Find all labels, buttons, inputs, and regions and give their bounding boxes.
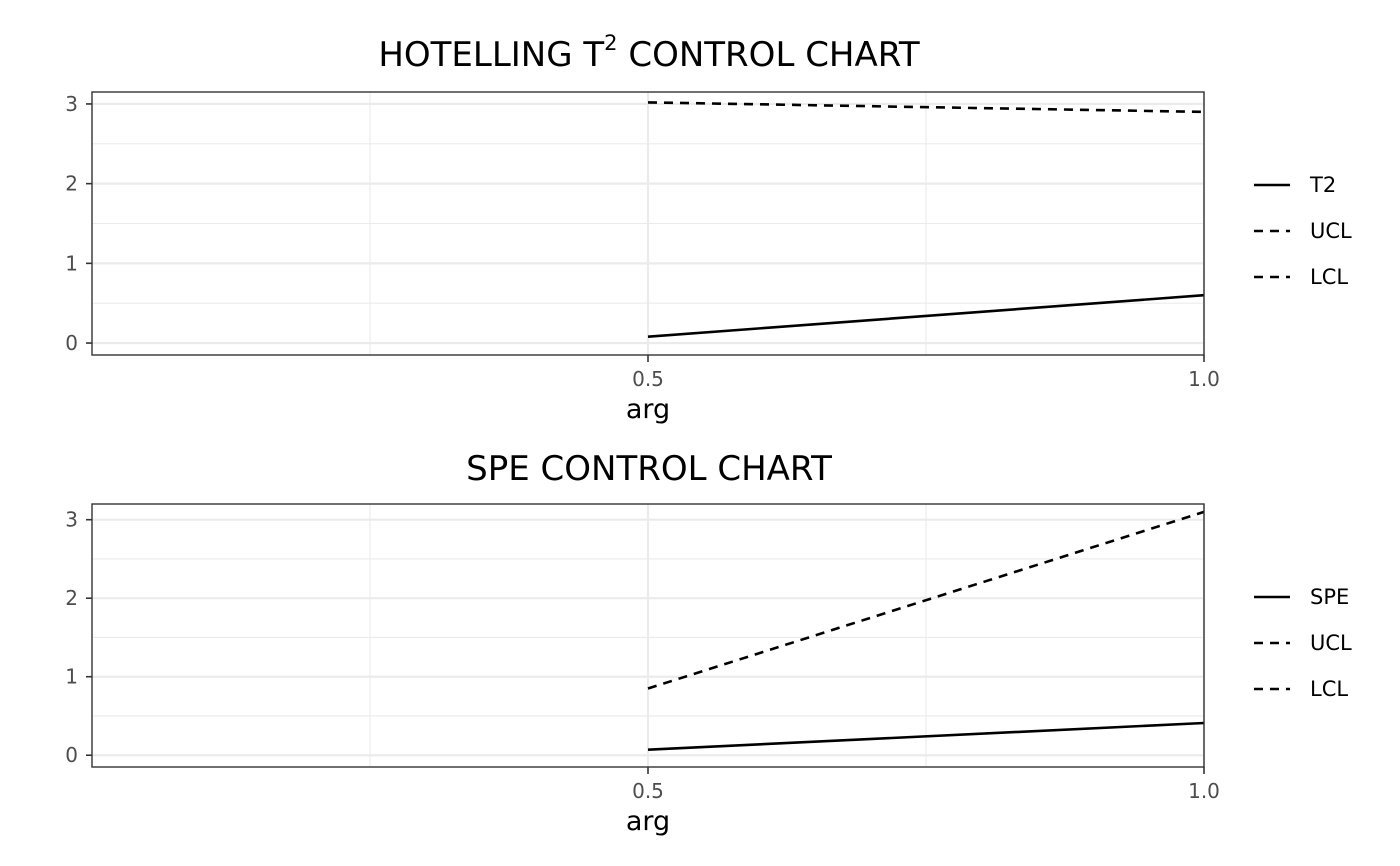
- x-axis-label: arg: [626, 806, 670, 837]
- y-tick-label: 0: [65, 331, 78, 355]
- legend-item: LCL: [1254, 265, 1348, 289]
- y-tick-label: 1: [65, 251, 78, 275]
- y-tick-label: 0: [65, 743, 78, 767]
- legend: T2 UCL LCL: [1254, 173, 1352, 289]
- legend: SPE UCL LCL: [1254, 585, 1352, 701]
- chart-title: HOTELLING T2 CONTROL CHART: [378, 31, 920, 75]
- legend-item: SPE: [1254, 585, 1349, 609]
- legend-item: LCL: [1254, 677, 1348, 701]
- spe-chart: SPE CONTROL CHART 0 1 2 3 0.5 1.0 arg SPE UCL LCL: [65, 449, 1352, 837]
- y-tick-label: 3: [65, 92, 78, 116]
- legend-label: UCL: [1310, 219, 1352, 243]
- x-tick-label: 1.0: [1188, 779, 1220, 803]
- legend-label: UCL: [1310, 631, 1352, 655]
- x-tick-label: 0.5: [632, 779, 664, 803]
- hotelling-t2-chart: HOTELLING T2 CONTROL CHART 0 1 2 3 0.5 1.0 arg…: [65, 31, 1352, 425]
- legend-label: SPE: [1310, 585, 1349, 609]
- legend-label: T2: [1309, 173, 1336, 197]
- legend-item: T2: [1254, 173, 1336, 197]
- x-tick-label: 1.0: [1188, 367, 1220, 391]
- legend-label: LCL: [1310, 677, 1348, 701]
- x-tick-label: 0.5: [632, 367, 664, 391]
- y-tick-label: 2: [65, 172, 78, 196]
- y-tick-label: 2: [65, 586, 78, 610]
- series-line-ucl: [647, 101, 1205, 114]
- legend-item: UCL: [1254, 219, 1352, 243]
- y-tick-label: 1: [65, 665, 78, 689]
- chart-title: SPE CONTROL CHART: [466, 449, 832, 489]
- series-line-t2: [647, 293, 1205, 338]
- series-line-ucl: [647, 510, 1205, 690]
- x-axis-label: arg: [626, 394, 670, 425]
- y-tick-label: 3: [65, 508, 78, 532]
- legend-item: UCL: [1254, 631, 1352, 655]
- series-line-spe: [647, 721, 1205, 751]
- legend-label: LCL: [1310, 265, 1348, 289]
